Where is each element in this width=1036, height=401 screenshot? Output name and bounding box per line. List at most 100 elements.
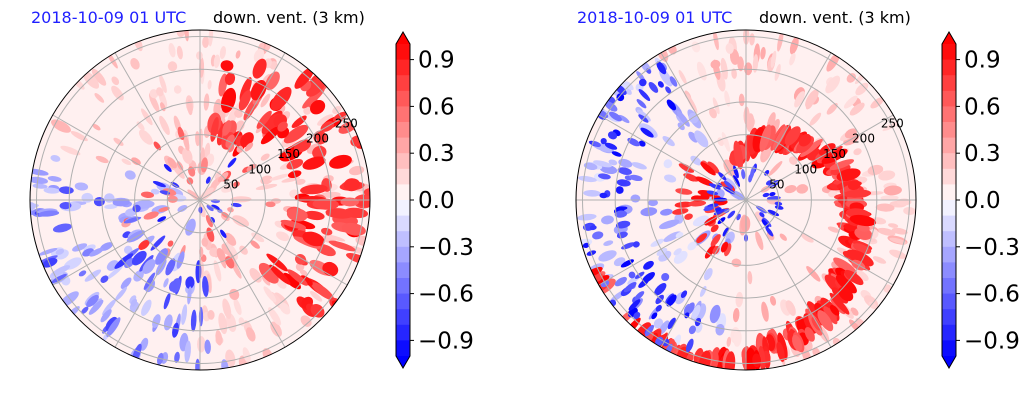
field-speckle xyxy=(724,90,731,107)
field-speckle xyxy=(176,30,185,38)
field-speckle xyxy=(141,108,153,126)
negative-cell xyxy=(667,317,676,330)
colorbar-tick-label: 0.9 xyxy=(418,48,455,74)
field-speckle xyxy=(32,183,48,189)
positive-band-cell xyxy=(833,257,857,275)
field-speckle xyxy=(213,54,221,69)
positive-cell xyxy=(312,198,339,210)
chart-panel-left: 50 100 150 200 250 0.9 0.6 0.3 0.0 −0.3 −0.6 −0.9 2… xyxy=(29,8,474,371)
field-speckle xyxy=(687,241,697,251)
field-speckle xyxy=(855,82,869,96)
field-speckle xyxy=(738,93,745,107)
negative-cell xyxy=(78,270,87,277)
negative-cell xyxy=(38,210,60,217)
positive-cell xyxy=(707,161,720,174)
field-speckle xyxy=(733,329,742,347)
negative-cell xyxy=(165,258,176,276)
colorbar-level xyxy=(942,90,956,107)
field-speckle xyxy=(675,232,684,239)
field-speckle xyxy=(106,265,123,280)
field-speckle xyxy=(888,223,899,228)
field-speckle xyxy=(239,245,248,255)
colorbar: 0.9 0.6 0.3 0.0 −0.3 −0.6 −0.9 xyxy=(395,31,474,369)
negative-cell xyxy=(152,180,166,188)
colorbar-extend-min xyxy=(396,356,410,368)
field-speckle xyxy=(111,85,124,101)
negative-cell xyxy=(614,210,628,218)
field-speckle xyxy=(760,46,766,60)
field-speckle xyxy=(50,154,61,162)
field-speckle xyxy=(601,215,614,225)
field-speckle xyxy=(725,177,737,190)
negative-cell xyxy=(767,209,780,217)
positive-cell xyxy=(269,264,291,285)
chart-title-variable: down. vent. (3 km) xyxy=(759,8,911,27)
negative-cell xyxy=(661,272,670,282)
positive-cell xyxy=(300,184,328,195)
colorbar-level xyxy=(942,75,956,92)
colorbar-level xyxy=(942,184,956,201)
radial-tick-label: 100 xyxy=(248,162,271,176)
field-speckle xyxy=(577,213,597,221)
field-speckle xyxy=(709,304,721,324)
field-speckle xyxy=(251,232,265,243)
field-speckle xyxy=(717,137,725,147)
field-speckle xyxy=(202,36,210,48)
field-speckle xyxy=(806,266,821,282)
field-speckle xyxy=(731,68,737,79)
colorbar-level xyxy=(396,168,410,185)
grid-spoke xyxy=(598,114,747,201)
positive-cell xyxy=(343,178,361,192)
field-speckle xyxy=(729,49,740,65)
field-speckle xyxy=(156,87,164,97)
colorbar-level xyxy=(396,122,410,139)
colorbar-level xyxy=(942,153,956,170)
grid-spoke xyxy=(199,114,348,201)
positive-band-cell xyxy=(846,249,874,267)
positive-cell xyxy=(205,214,213,228)
field-speckle xyxy=(184,340,191,363)
grid-spoke xyxy=(52,199,201,286)
field-speckle xyxy=(269,173,290,181)
positive-cell xyxy=(256,110,272,129)
field-speckle xyxy=(299,269,308,276)
negative-cell xyxy=(759,212,765,218)
negative-cell xyxy=(632,241,640,248)
positive-cell xyxy=(153,141,162,151)
positive-cell xyxy=(328,240,356,252)
positive-cell xyxy=(260,126,281,145)
field-speckle xyxy=(691,304,701,320)
field-speckle xyxy=(120,277,132,289)
field-speckle xyxy=(163,278,169,288)
negative-cell xyxy=(52,223,72,233)
positive-cell xyxy=(258,262,279,284)
negative-cell xyxy=(591,141,602,147)
negative-cell xyxy=(211,204,220,210)
negative-cell xyxy=(665,86,672,94)
field-speckle xyxy=(779,233,787,241)
positive-cell xyxy=(283,124,309,144)
positive-cell xyxy=(222,120,232,136)
negative-cell xyxy=(205,176,211,184)
colorbar-level xyxy=(396,137,410,154)
colorbar-level xyxy=(942,293,956,310)
field-speckle xyxy=(846,73,856,83)
grid-spoke xyxy=(598,199,747,286)
positive-cell xyxy=(674,201,693,208)
negative-cell xyxy=(762,217,772,227)
negative-cell xyxy=(582,242,590,249)
radial-tick-label: 150 xyxy=(823,147,846,161)
negative-cell xyxy=(59,201,72,210)
field-speckle xyxy=(121,158,132,165)
field-speckle xyxy=(784,185,797,194)
negative-cell xyxy=(714,207,722,212)
positive-cell xyxy=(304,210,325,221)
field-speckle xyxy=(726,336,732,347)
negative-cell xyxy=(618,180,627,187)
negative-cell xyxy=(42,257,58,268)
field-speckle xyxy=(270,321,282,337)
field-speckle xyxy=(114,286,127,302)
field-speckle xyxy=(214,170,221,179)
negative-cell xyxy=(589,225,597,231)
field-speckle xyxy=(104,204,118,210)
